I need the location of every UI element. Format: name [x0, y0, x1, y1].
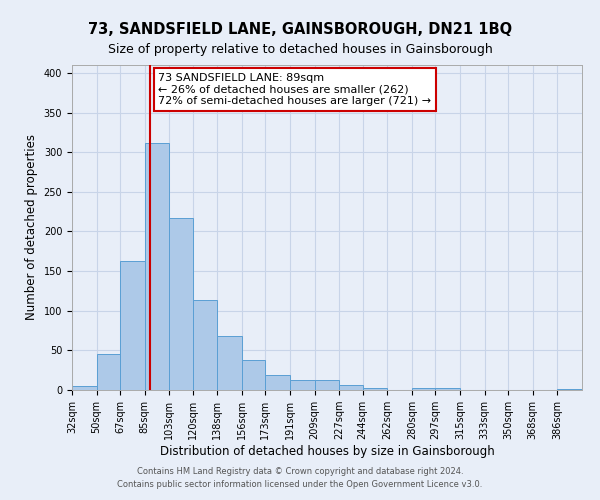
Y-axis label: Number of detached properties: Number of detached properties [25, 134, 38, 320]
Bar [265, 375, 290, 390]
Bar [193, 300, 217, 390]
Bar [436, 388, 460, 390]
Text: 73, SANDSFIELD LANE, GAINSBOROUGH, DN21 1BQ: 73, SANDSFIELD LANE, GAINSBOROUGH, DN21 … [88, 22, 512, 38]
Bar [97, 354, 120, 390]
Bar [557, 389, 582, 390]
Bar [412, 388, 436, 390]
Bar [169, 218, 193, 390]
Bar [217, 336, 242, 390]
Bar [242, 360, 265, 390]
Bar [340, 385, 362, 390]
Text: Contains public sector information licensed under the Open Government Licence v3: Contains public sector information licen… [118, 480, 482, 489]
Text: Contains HM Land Registry data © Crown copyright and database right 2024.: Contains HM Land Registry data © Crown c… [137, 467, 463, 476]
Bar [314, 380, 340, 390]
Bar [362, 388, 388, 390]
X-axis label: Distribution of detached houses by size in Gainsborough: Distribution of detached houses by size … [160, 445, 494, 458]
Bar [145, 142, 169, 390]
Bar [290, 380, 314, 390]
Bar [120, 261, 145, 390]
Text: 73 SANDSFIELD LANE: 89sqm
← 26% of detached houses are smaller (262)
72% of semi: 73 SANDSFIELD LANE: 89sqm ← 26% of detac… [158, 73, 431, 106]
Text: Size of property relative to detached houses in Gainsborough: Size of property relative to detached ho… [107, 42, 493, 56]
Bar [72, 386, 97, 390]
